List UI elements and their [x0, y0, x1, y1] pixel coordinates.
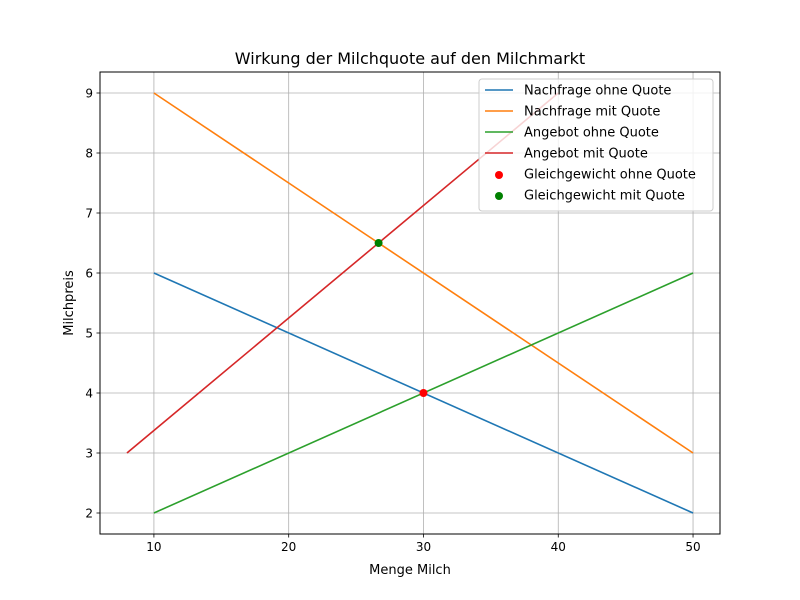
legend-marker-swatch [495, 192, 503, 200]
legend-label: Angebot mit Quote [524, 147, 648, 162]
x-tick-label: 50 [685, 540, 700, 554]
y-tick-label: 3 [85, 447, 93, 461]
legend-marker-swatch [495, 171, 503, 179]
legend-label: Angebot ohne Quote [524, 126, 659, 141]
legend-label: Gleichgewicht ohne Quote [524, 168, 696, 183]
x-tick-label: 40 [551, 540, 566, 554]
axis-ticks: 10 20 30 40 50 2 3 4 5 6 7 8 9 [85, 87, 700, 555]
y-tick-label: 2 [85, 507, 93, 521]
equilibrium-point-1 [419, 389, 428, 397]
y-tick-label: 7 [85, 207, 93, 221]
y-tick-label: 5 [85, 327, 93, 341]
legend-box [478, 78, 714, 212]
x-tick-label: 20 [281, 540, 296, 554]
x-tick-label: 10 [146, 540, 161, 554]
y-tick-label: 4 [85, 387, 93, 401]
equilibrium-point-2 [374, 239, 383, 247]
legend-label: Gleichgewicht mit Quote [524, 189, 685, 204]
y-tick-label: 8 [85, 147, 93, 161]
chart-title: Wirkung der Milchquote auf den Milchmark… [235, 49, 585, 68]
y-tick-label: 9 [85, 87, 93, 101]
x-axis-label: Menge Milch [369, 563, 451, 578]
points-layer [374, 239, 428, 397]
legend-label: Nachfrage ohne Quote [524, 84, 671, 99]
grid [100, 72, 720, 534]
y-axis-label: Milchpreis [62, 270, 77, 336]
y-tick-label: 6 [85, 267, 93, 281]
legend: Nachfrage ohne Quote Nachfrage mit Quote A… [478, 78, 714, 212]
x-tick-label: 30 [416, 540, 431, 554]
legend-label: Nachfrage mit Quote [524, 105, 660, 120]
plot-frame [99, 71, 721, 535]
series-line-2 [153, 92, 694, 454]
